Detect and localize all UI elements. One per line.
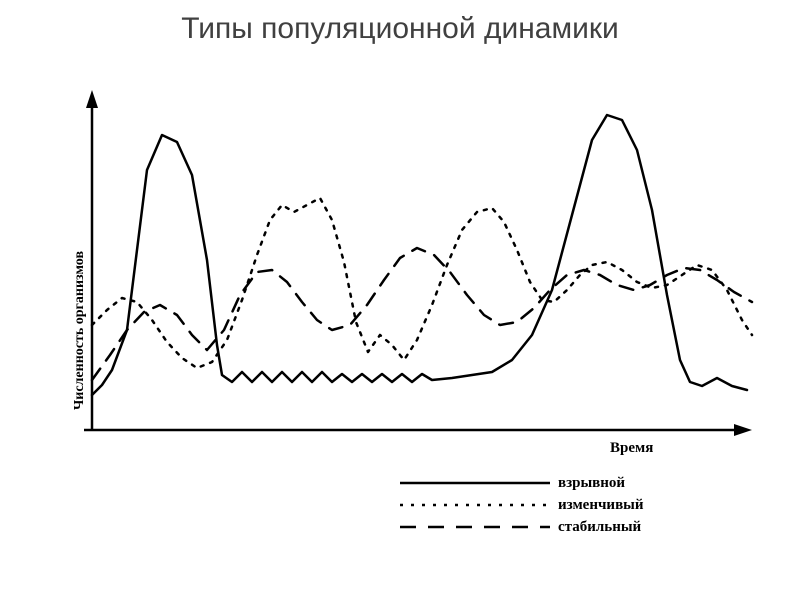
series-explosive: [92, 115, 747, 395]
legend-label-variable: изменчивый: [558, 497, 644, 514]
chart-area: [60, 80, 760, 540]
y-axis-label: Численность организмов: [72, 251, 88, 410]
legend-swatch-stable: [400, 519, 550, 535]
page-title: Типы популяционной динамики: [0, 12, 800, 46]
legend-item-variable: изменчивый: [400, 494, 644, 516]
legend-label-stable: стабильный: [558, 519, 641, 536]
x-axis-label: Время: [610, 440, 653, 457]
legend-swatch-variable: [400, 497, 550, 513]
legend-item-stable: стабильный: [400, 516, 644, 538]
legend: взрывной изменчивый стабильный: [400, 472, 644, 538]
legend-item-explosive: взрывной: [400, 472, 644, 494]
legend-label-explosive: взрывной: [558, 475, 625, 492]
page: Типы популяционной динамики Численность …: [0, 0, 800, 600]
series-stable: [92, 248, 752, 380]
legend-swatch-explosive: [400, 475, 550, 491]
